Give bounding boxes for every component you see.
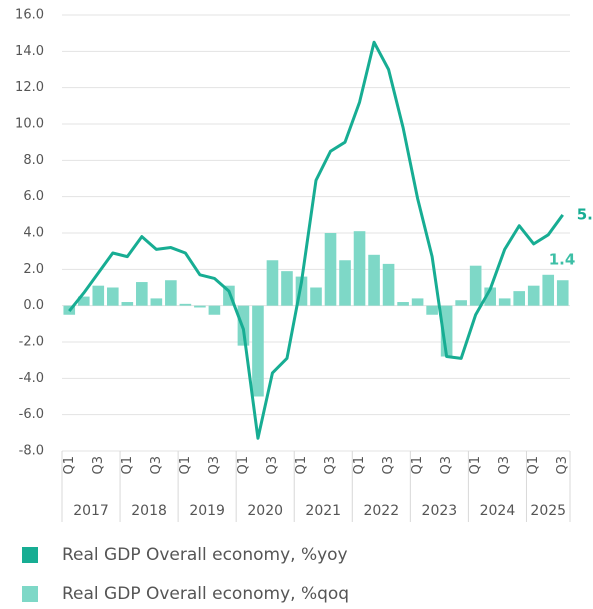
bar	[324, 233, 337, 306]
year-label: 2019	[189, 503, 225, 519]
x-tick-label: Q1	[352, 456, 367, 475]
x-tick-label: Q1	[410, 456, 425, 475]
y-tick-label: -4.0	[19, 371, 44, 386]
x-tick-label: Q3	[439, 456, 454, 475]
y-tick-label: 14.0	[15, 44, 44, 59]
bar	[136, 282, 148, 306]
bar	[527, 285, 540, 306]
legend-label: Real GDP Overall economy, %yoy	[62, 545, 348, 565]
year-label: 2024	[480, 503, 516, 519]
bar	[208, 305, 221, 315]
y-tick-label: 12.0	[15, 80, 44, 95]
bar	[252, 305, 264, 397]
x-tick-label: Q3	[555, 456, 570, 475]
bar	[179, 303, 192, 306]
bar	[440, 305, 453, 357]
bar	[411, 298, 424, 306]
bar	[223, 285, 235, 306]
bar	[121, 302, 134, 306]
y-tick-label: 0.0	[23, 298, 44, 313]
y-tick-label: 8.0	[23, 153, 44, 168]
data-label: 5.0	[577, 205, 593, 223]
x-tick-label: Q1	[120, 456, 135, 475]
bar	[266, 260, 279, 306]
year-label: 2023	[422, 503, 458, 519]
year-label: 2020	[247, 503, 283, 519]
legend-label: Real GDP Overall economy, %qoq	[62, 584, 349, 604]
bar	[353, 231, 366, 306]
bar	[426, 305, 438, 315]
x-tick-label: Q3	[497, 456, 512, 475]
x-tick-label: Q3	[265, 456, 280, 475]
bar	[382, 263, 395, 306]
bar	[339, 260, 351, 306]
bar	[498, 298, 511, 306]
year-label: 2021	[305, 503, 341, 519]
bar	[469, 265, 482, 306]
y-tick-label: -2.0	[19, 335, 44, 350]
bar	[281, 271, 293, 306]
x-tick-label: Q1	[294, 456, 309, 475]
x-tick-label: Q1	[526, 456, 541, 475]
x-tick-label: Q3	[91, 456, 106, 475]
x-tick-label: Q1	[468, 456, 483, 475]
bar	[77, 296, 90, 306]
y-tick-label: -8.0	[19, 444, 44, 459]
year-label: 2022	[363, 503, 399, 519]
x-tick-label: Q3	[207, 456, 222, 475]
y-tick-label: 2.0	[23, 262, 44, 277]
y-tick-label: 4.0	[23, 226, 44, 241]
bar	[106, 287, 119, 306]
bar	[542, 274, 555, 306]
bar	[397, 302, 409, 306]
y-tick-label: 16.0	[15, 8, 44, 23]
y-tick-label: -6.0	[19, 407, 44, 422]
line	[68, 40, 564, 440]
bar	[484, 287, 496, 306]
bar	[194, 305, 206, 308]
x-tick-label: Q3	[149, 456, 164, 475]
x-tick-label: Q1	[62, 456, 77, 475]
legend-swatch	[22, 586, 38, 602]
bar	[165, 280, 177, 306]
bar	[556, 280, 569, 306]
x-tick-label: Q1	[236, 456, 251, 475]
bar	[513, 291, 526, 306]
y-tick-label: 6.0	[23, 189, 44, 204]
year-label: 2025	[530, 503, 566, 519]
bar	[368, 254, 380, 306]
x-tick-label: Q1	[178, 456, 193, 475]
y-tick-label: 10.0	[15, 117, 44, 132]
bar	[310, 287, 322, 306]
legend-swatch	[22, 547, 38, 563]
year-label: 2017	[73, 503, 109, 519]
bar	[150, 298, 163, 306]
data-label: 1.4	[549, 251, 576, 269]
bar	[295, 276, 308, 306]
bar	[92, 285, 105, 306]
x-tick-label: Q3	[381, 456, 396, 475]
bar	[455, 300, 467, 306]
year-label: 2018	[131, 503, 167, 519]
x-tick-label: Q3	[323, 456, 338, 475]
